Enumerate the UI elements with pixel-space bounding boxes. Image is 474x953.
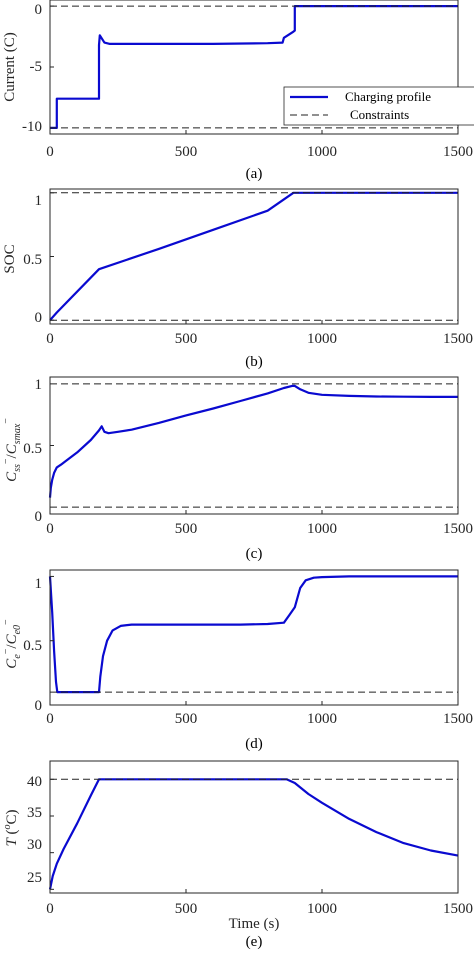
panel-b: 0 0.5 1 0 500 1000 1500 SOC (b)	[2, 188, 473, 370]
panel-e-plot	[48, 760, 459, 894]
panel-d-ytick-0: 0	[35, 698, 43, 714]
panel-d-ylabel: Ce−/Ce0−	[1, 619, 23, 669]
panel-c: 0 0.5 1 0 500 1000 1500 Css−/Csmax− (c)	[1, 376, 473, 562]
panel-c-plot	[48, 376, 459, 515]
panel-a-ylabel: Current (C)	[2, 32, 18, 102]
panel-a-xtick-0: 0	[46, 144, 54, 160]
panel-e-axes-box	[49, 760, 459, 894]
panel-b-axes-box	[49, 188, 459, 325]
panel-c-ytick-1: 0.5	[23, 441, 42, 457]
panel-d-xtick-3: 1500	[443, 711, 473, 727]
panel-d-xtick-1: 500	[175, 711, 198, 727]
panel-a-xtick-2: 1000	[307, 144, 337, 160]
panel-b-label: (b)	[245, 354, 263, 370]
panel-e: 40 35 30 25 0 500 1000 1500 T (oC) Time …	[2, 760, 473, 950]
panel-d-axes-box	[49, 569, 459, 706]
panel-c-ytick-0: 0	[35, 509, 43, 525]
panel-e-ytick-0: 40	[27, 774, 42, 790]
panel-c-xtick-1: 500	[175, 521, 198, 537]
panel-d-label: (d)	[245, 736, 263, 752]
panel-a: 0 -5 -10 0 500 1000 1500 Current (C) (a)…	[2, 0, 474, 182]
panel-d-plot	[48, 569, 459, 706]
panel-e-xtick-3: 1500	[443, 901, 473, 917]
panel-a-xtick-3: 1500	[443, 144, 473, 160]
panel-a-xtick-1: 500	[175, 144, 198, 160]
panel-e-xtick-2: 1000	[307, 901, 337, 917]
panel-c-xtick-0: 0	[46, 521, 54, 537]
legend-box	[283, 86, 474, 126]
panel-e-label: (e)	[246, 934, 263, 950]
panel-e-ylabel: T (oC)	[2, 809, 20, 846]
panel-e-ytick-3: 25	[27, 870, 42, 886]
panel-b-ylabel: SOC	[2, 244, 18, 273]
legend-constraints-label: Constraints	[350, 107, 409, 122]
panel-e-ytick-1: 35	[27, 805, 42, 821]
panel-d: 0 0.5 1 0 500 1000 1500 Ce−/Ce0− (d)	[1, 569, 473, 752]
panel-c-xtick-3: 1500	[443, 521, 473, 537]
panel-d-ytick-2: 1	[35, 576, 43, 592]
panel-b-xtick-0: 0	[46, 331, 54, 347]
panel-b-ytick-2: 1	[35, 193, 43, 209]
panel-a-ytick-2: -10	[22, 119, 42, 135]
panel-e-xtick-1: 500	[175, 901, 198, 917]
panel-d-series-profile-0	[48, 575, 458, 694]
panel-a-ytick-1: -5	[30, 59, 43, 75]
panel-c-series-profile-0	[48, 384, 458, 498]
panel-c-label: (c)	[246, 546, 263, 562]
panel-a-series-profile-0	[50, 4, 458, 130]
legend: Charging profile Constraints	[283, 86, 474, 126]
panel-a-label: (a)	[246, 166, 263, 182]
panel-a-ytick-0: 0	[35, 2, 43, 18]
panel-b-ytick-0: 0	[35, 310, 43, 326]
panel-e-xtick-0: 0	[46, 901, 54, 917]
panel-d-xtick-0: 0	[46, 711, 54, 727]
panel-e-ytick-2: 30	[27, 837, 42, 853]
panel-c-ylabel: Css−/Csmax−	[1, 418, 23, 482]
panel-b-xtick-2: 1000	[307, 331, 337, 347]
panel-c-ytick-2: 1	[35, 377, 43, 393]
legend-profile-label: Charging profile	[345, 89, 431, 104]
panel-d-xtick-2: 1000	[307, 711, 337, 727]
panel-b-xtick-1: 500	[175, 331, 198, 347]
panel-b-ytick-1: 0.5	[23, 252, 42, 268]
panel-b-xtick-3: 1500	[443, 331, 473, 347]
panel-a-plot	[49, 0, 459, 135]
panel-b-plot	[49, 188, 459, 325]
panel-c-xtick-2: 1000	[307, 521, 337, 537]
panel-e-series-profile-0	[48, 778, 459, 890]
panel-d-ytick-1: 0.5	[23, 638, 42, 654]
panel-b-series-profile-0	[49, 191, 458, 321]
panel-e-xlabel: Time (s)	[229, 916, 280, 932]
